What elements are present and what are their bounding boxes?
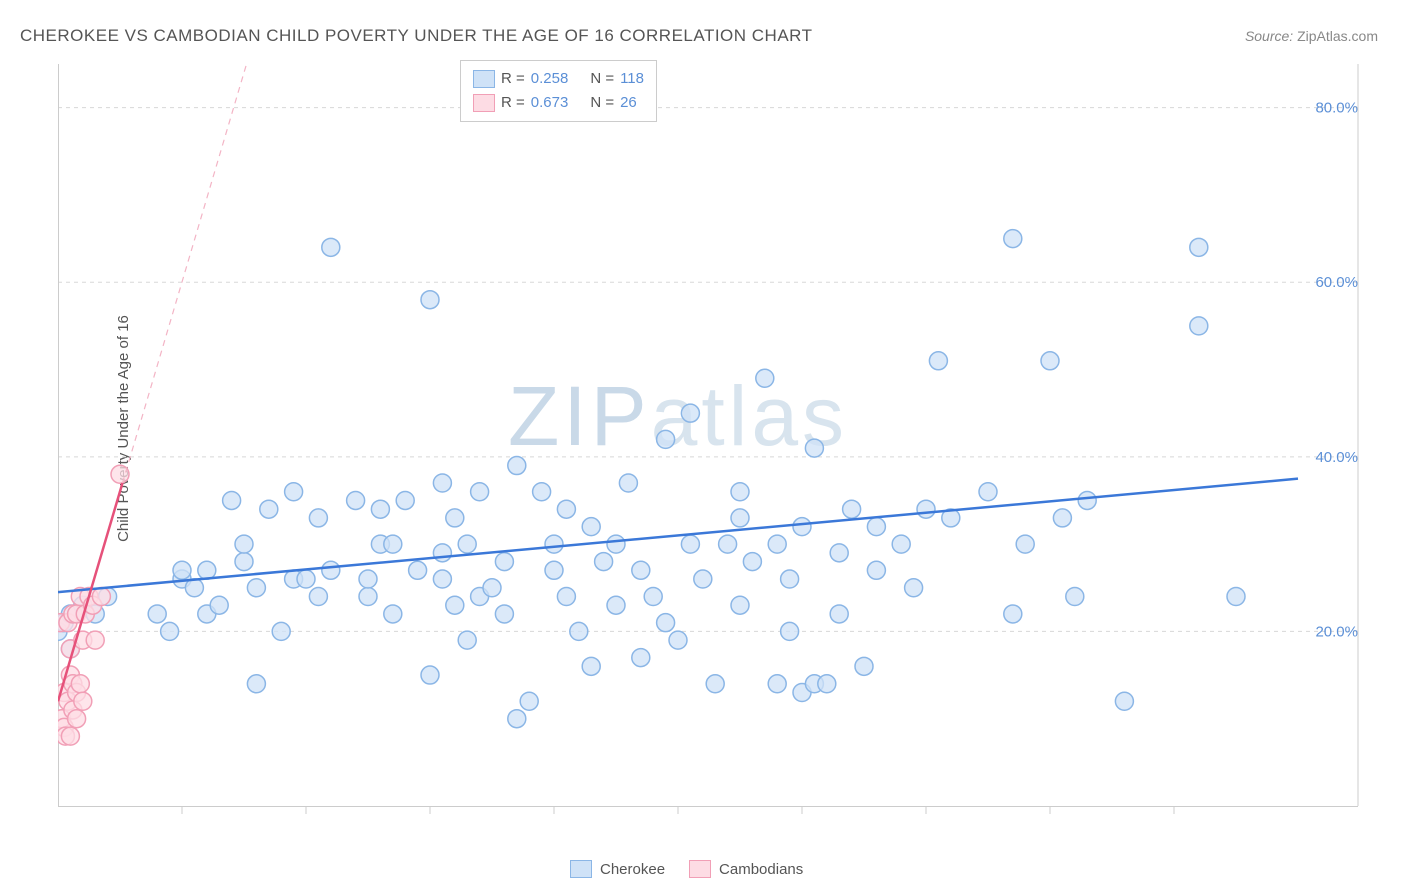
source-value: ZipAtlas.com (1297, 28, 1378, 44)
n-label: N = (590, 67, 614, 91)
legend-stats-row: R = 0.258 N = 118 (473, 67, 644, 91)
legend-item: Cherokee (570, 860, 665, 878)
source-label: Source: (1245, 28, 1293, 44)
legend-swatch-icon (473, 94, 495, 112)
r-label: R = (501, 91, 525, 115)
r-value: 0.258 (531, 67, 569, 91)
legend-label: Cambodians (719, 861, 803, 878)
legend-swatch-icon (473, 70, 495, 88)
svg-text:60.0%: 60.0% (1315, 274, 1358, 291)
n-value: 118 (620, 67, 644, 91)
scatter-plot: 20.0%40.0%60.0%80.0%ZIPatlas0.0%100.0% (58, 56, 1378, 836)
svg-text:40.0%: 40.0% (1315, 449, 1358, 466)
legend-stats-row: R = 0.673 N = 26 (473, 91, 644, 115)
svg-text:ZIPatlas: ZIPatlas (508, 369, 848, 463)
legend-series: Cherokee Cambodians (570, 860, 803, 878)
chart-title: CHEROKEE VS CAMBODIAN CHILD POVERTY UNDE… (20, 26, 813, 46)
r-label: R = (501, 67, 525, 91)
n-label: N = (590, 91, 614, 115)
chart-svg: 20.0%40.0%60.0%80.0%ZIPatlas0.0%100.0% (58, 56, 1378, 816)
n-value: 26 (620, 91, 637, 115)
legend-stats: R = 0.258 N = 118 R = 0.673 N = 26 (460, 60, 657, 122)
source-attribution: Source: ZipAtlas.com (1245, 28, 1378, 44)
svg-text:80.0%: 80.0% (1315, 100, 1358, 117)
legend-swatch-icon (689, 860, 711, 878)
svg-text:20.0%: 20.0% (1315, 623, 1358, 640)
legend-label: Cherokee (600, 861, 665, 878)
r-value: 0.673 (531, 91, 569, 115)
legend-item: Cambodians (689, 860, 803, 878)
legend-swatch-icon (570, 860, 592, 878)
